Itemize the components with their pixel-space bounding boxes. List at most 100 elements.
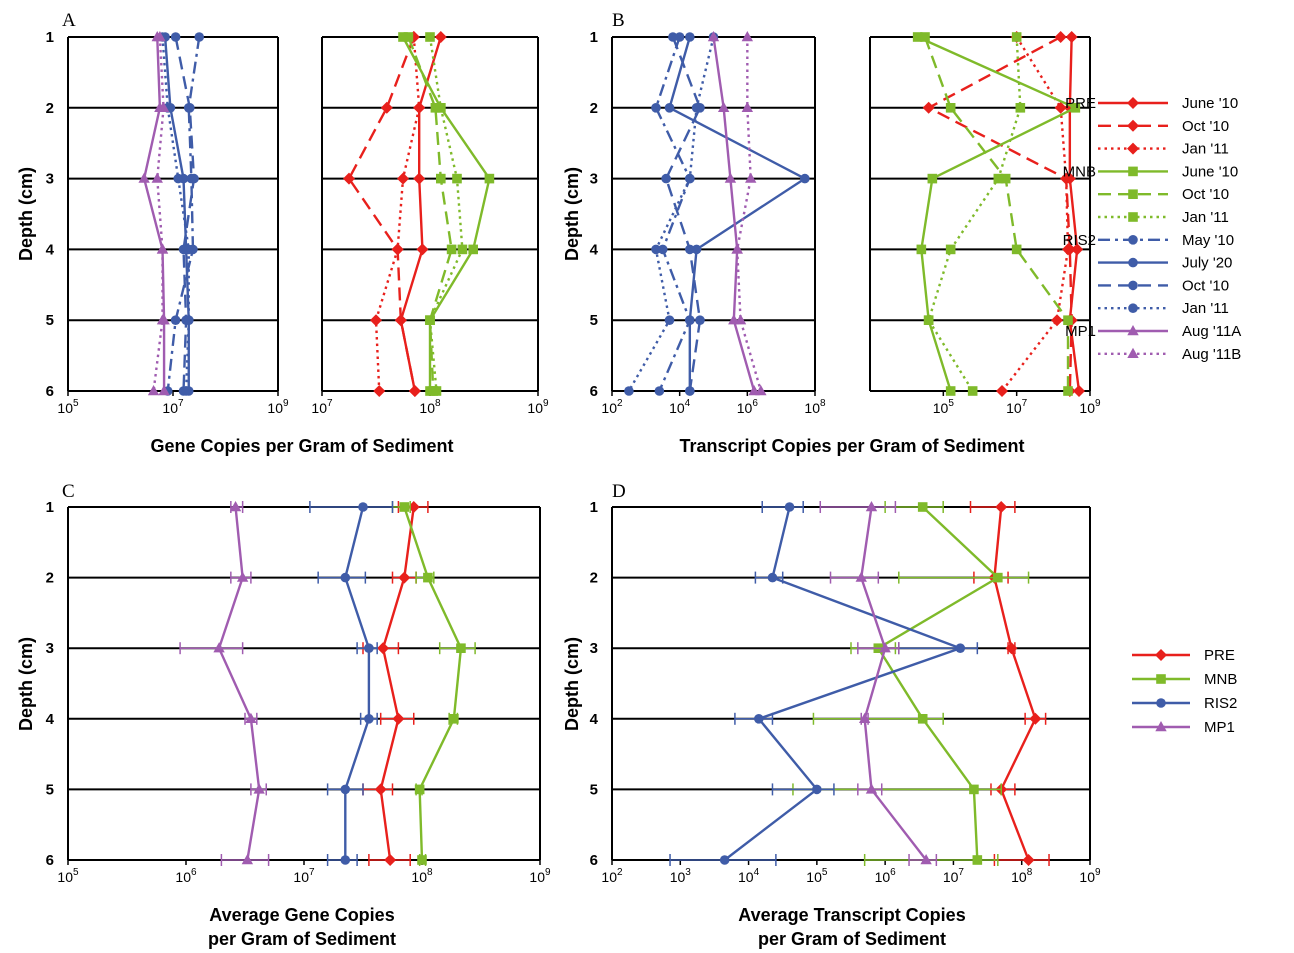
data-point <box>734 314 747 325</box>
data-point <box>384 854 397 866</box>
depth-tick-label: 4 <box>46 241 55 258</box>
data-point <box>1011 244 1022 255</box>
data-point <box>707 31 720 42</box>
x-tick-label: 106 <box>175 867 197 885</box>
x-tick-label: 105 <box>933 398 955 416</box>
data-point <box>343 172 355 185</box>
data-point <box>449 714 459 724</box>
data-point <box>767 572 778 583</box>
data-point <box>996 385 1008 397</box>
x-tick-label: 102 <box>601 398 623 416</box>
legend-label: Aug '11B <box>1182 346 1241 363</box>
legend-label: Jan '11 <box>1182 209 1229 226</box>
data-point <box>413 101 426 114</box>
legend-label: May '10 <box>1182 232 1234 249</box>
x-tick-label: 107 <box>1006 398 1028 416</box>
data-point <box>651 244 661 255</box>
data-point <box>917 502 928 512</box>
panel-c-xlabel-line2: per Gram of Sediment <box>208 929 396 949</box>
series-mnb-1 <box>792 501 1030 866</box>
data-point <box>434 31 447 43</box>
legend-label: Jan '11 <box>1182 141 1229 158</box>
data-point <box>1071 243 1084 256</box>
panel-d-xlabel-line2: per Gram of Sediment <box>758 929 946 949</box>
data-point <box>425 315 435 325</box>
panel-c-ylabel: Depth (cm) <box>16 637 36 731</box>
series-pre-2 <box>996 31 1074 397</box>
legend-label: Oct '10 <box>1182 118 1229 135</box>
data-point <box>865 783 878 794</box>
depth-tick-label: 6 <box>590 852 598 869</box>
data-point <box>391 243 404 256</box>
x-tick-label: 108 <box>419 398 441 416</box>
data-point <box>340 572 351 583</box>
panel-letter-d: D <box>612 481 626 502</box>
data-point <box>855 571 867 582</box>
legend-marker <box>1127 142 1139 155</box>
data-point <box>685 244 695 255</box>
data-point <box>719 855 730 865</box>
series-line <box>993 506 1037 861</box>
data-point <box>1011 32 1022 42</box>
x-tick-label: 104 <box>738 867 760 885</box>
legend-group-label: MNB <box>1063 163 1096 180</box>
series-line <box>428 36 464 392</box>
x-tick-label: 108 <box>1011 867 1033 885</box>
data-point <box>173 173 184 184</box>
legend-marker <box>1127 347 1139 358</box>
x-tick-label: 106 <box>875 867 897 885</box>
series-mp1-5 <box>731 31 767 396</box>
series-line <box>379 506 415 861</box>
data-point <box>916 244 927 255</box>
depth-tick-label: 2 <box>46 100 54 117</box>
depth-tick-label: 5 <box>590 781 598 798</box>
data-point <box>413 172 426 185</box>
legend-marker <box>1127 97 1139 109</box>
data-point <box>923 315 934 325</box>
x-tick-label: 102 <box>601 867 623 885</box>
series-line <box>374 36 421 392</box>
depth-tick-label: 6 <box>46 852 54 869</box>
depth-tick-label: 4 <box>46 711 55 728</box>
data-point <box>1022 854 1035 866</box>
panel-letter-a: A <box>62 10 76 31</box>
data-point <box>377 642 390 655</box>
legend-marker <box>1127 325 1139 336</box>
data-point <box>253 783 265 794</box>
depth-tick-label: 3 <box>46 171 54 188</box>
series-line <box>166 36 201 392</box>
series-ris2-3 <box>624 32 719 396</box>
data-point <box>1054 101 1067 114</box>
data-point <box>912 32 923 42</box>
data-point <box>423 572 433 583</box>
legend-marker <box>1128 166 1138 177</box>
data-point <box>370 314 382 327</box>
depth-tick-label: 2 <box>590 570 598 587</box>
data-point <box>969 784 979 795</box>
series-line <box>399 36 442 392</box>
data-point <box>945 386 956 396</box>
data-point <box>691 244 702 255</box>
panel-a-right: 107 108 109 <box>311 31 549 416</box>
x-tick-label: 107 <box>311 398 333 416</box>
data-point <box>416 243 429 256</box>
data-point <box>917 714 928 724</box>
data-point <box>695 315 705 326</box>
legend-marker <box>1156 698 1166 708</box>
data-point <box>1000 173 1011 184</box>
data-point <box>408 385 421 397</box>
data-point <box>1029 712 1042 725</box>
data-point <box>397 172 409 185</box>
data-point <box>380 101 393 114</box>
data-point <box>417 855 427 865</box>
data-point <box>717 101 730 112</box>
depth-tick-label: 5 <box>46 312 54 329</box>
series-line <box>217 506 261 861</box>
depth-tick-label: 2 <box>46 570 54 587</box>
data-point <box>800 173 810 184</box>
legend-entry: Oct '10 <box>1098 277 1229 294</box>
data-point <box>920 32 930 42</box>
data-point <box>358 502 368 512</box>
data-point <box>624 386 634 396</box>
